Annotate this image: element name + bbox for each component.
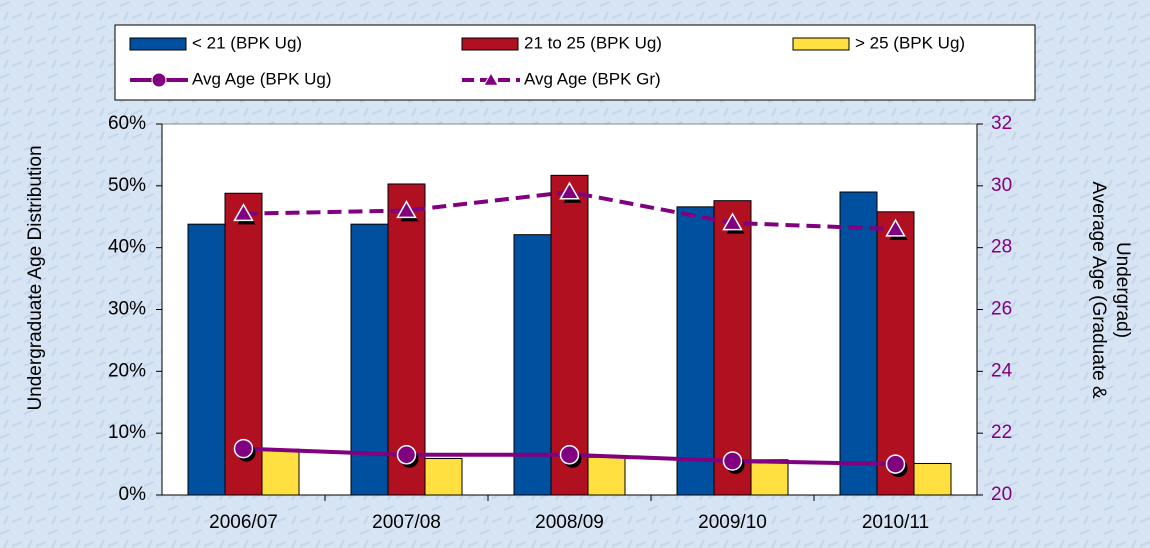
y2-tick-label: 22 — [991, 422, 1012, 443]
legend-label: < 21 (BPK Ug) — [192, 33, 302, 52]
legend-swatch — [792, 37, 850, 51]
bar — [424, 458, 463, 496]
y2-tick-label: 26 — [991, 299, 1012, 320]
bar — [261, 448, 300, 496]
x-tick-label: 2008/09 — [535, 512, 604, 533]
x-tick-label: 2010/11 — [862, 512, 929, 533]
bar — [187, 223, 226, 496]
bar — [350, 223, 389, 496]
bar — [676, 206, 715, 496]
marker — [233, 438, 254, 459]
y-tick-label: 30% — [108, 299, 146, 320]
bar — [750, 459, 789, 496]
y-tick-label: 40% — [108, 237, 146, 258]
x-tick-label: 2006/07 — [209, 512, 278, 533]
legend-marker — [151, 72, 167, 88]
y-tick-label: 0% — [119, 484, 147, 505]
bar — [550, 174, 589, 496]
marker — [885, 218, 906, 237]
bar — [387, 183, 426, 496]
legend-label: 21 to 25 (BPK Ug) — [524, 33, 662, 52]
legend-label: Avg Age (BPK Gr) — [524, 69, 661, 88]
y-tick-label: 10% — [108, 422, 146, 443]
marker — [885, 454, 906, 474]
y-axis-label: Undergraduate Age Distribution — [25, 145, 46, 410]
marker — [722, 451, 743, 471]
y2-tick-label: 24 — [991, 360, 1013, 381]
bar — [913, 462, 952, 496]
bar — [587, 456, 626, 496]
legend-swatch — [461, 37, 519, 51]
y-tick-label: 50% — [108, 175, 146, 196]
legend-swatch — [129, 37, 187, 51]
marker — [233, 203, 254, 222]
y2-tick-label: 20 — [991, 484, 1012, 505]
bar — [513, 234, 552, 496]
legend-label: Avg Age (BPK Ug) — [192, 69, 332, 88]
marker — [559, 181, 580, 200]
bar — [713, 200, 752, 496]
legend-marker — [483, 71, 499, 86]
marker — [722, 212, 743, 231]
marker — [396, 200, 417, 219]
bar — [876, 211, 915, 496]
y-tick-label: 60% — [108, 113, 146, 134]
marker — [396, 445, 417, 465]
y2-axis-label: Average Age (Graduate & — [1088, 181, 1109, 399]
marker — [559, 445, 580, 465]
y2-tick-label: 32 — [991, 113, 1012, 134]
bar — [839, 191, 878, 496]
x-tick-label: 2007/08 — [372, 512, 441, 533]
y2-tick-label: 30 — [991, 175, 1012, 196]
y-tick-label: 20% — [108, 360, 146, 381]
y2-tick-label: 28 — [991, 237, 1012, 258]
legend — [114, 24, 1036, 101]
y2-axis-label: Undergrad) — [1112, 242, 1133, 338]
legend-label: > 25 (BPK Ug) — [855, 33, 965, 52]
x-tick-label: 2009/10 — [698, 512, 767, 533]
